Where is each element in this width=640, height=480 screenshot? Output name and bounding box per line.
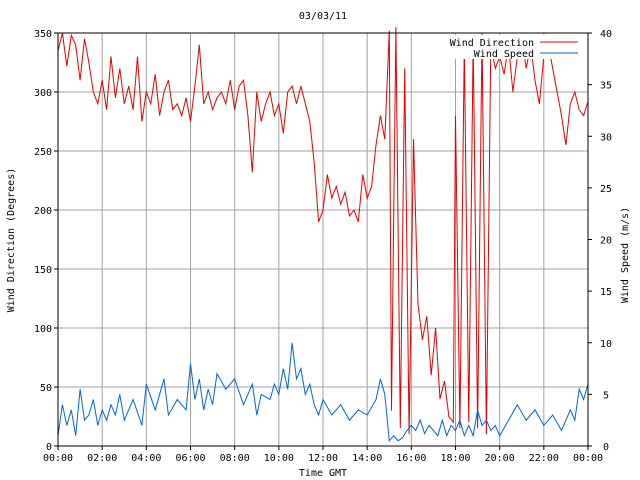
x-tick-label: 00:00 [43,453,73,464]
y-right-tick-label: 10 [600,339,612,350]
grid [58,32,588,446]
y-left-tick-label: 0 [46,442,52,453]
y-right-tick-label: 20 [600,236,612,247]
x-tick-label: 22:00 [529,453,559,464]
x-tick-label: 00:00 [573,453,603,464]
y-left-tick-label: 50 [40,383,52,394]
x-tick-label: 02:00 [87,453,117,464]
y-right-tick-label: 25 [600,184,612,195]
y-axis-left-label: Wind Direction (Degrees) [6,168,17,313]
y-right-tick-label: 40 [600,29,612,40]
y-axis-right-ticks: 0 5 10 15 20 25 30 35 40 [588,29,612,453]
y-left-tick-label: 350 [34,29,52,40]
y-right-tick-label: 15 [600,287,612,298]
y-right-tick-label: 30 [600,132,612,143]
y-left-tick-label: 300 [34,88,52,99]
y-left-tick-label: 100 [34,324,52,335]
legend-label-wind-speed: Wind Speed [474,49,534,60]
legend: Wind Direction Wind Speed [436,35,586,60]
y-left-tick-label: 150 [34,265,52,276]
x-axis-label: Time GMT [299,468,347,479]
x-tick-label: 04:00 [131,453,161,464]
x-tick-label: 10:00 [264,453,294,464]
legend-label-wind-direction: Wind Direction [450,38,534,49]
x-tick-label: 20:00 [485,453,515,464]
x-tick-label: 18:00 [440,453,470,464]
y-left-tick-label: 200 [34,206,52,217]
y-right-tick-label: 35 [600,81,612,92]
series-line-wind-speed [57,342,589,443]
y-axis-right-label: Wind Speed (m/s) [620,207,631,303]
x-tick-label: 12:00 [308,453,338,464]
y-left-tick-label: 250 [34,147,52,158]
x-tick-label: 08:00 [220,453,250,464]
x-tick-label: 06:00 [175,453,205,464]
x-tick-label: 16:00 [396,453,426,464]
x-axis-ticks: 00:00 02:00 04:00 06:00 08:00 10:00 12:00 14:00… [43,446,603,464]
y-axis-left-ticks: 0 50 100 150 200 250 300 350 [34,29,58,453]
x-tick-label: 14:00 [352,453,382,464]
y-right-tick-label: 0 [603,442,609,453]
legend-background [436,35,586,59]
chart-title: 03/03/11 [299,11,347,22]
y-right-tick-label: 5 [603,390,609,401]
